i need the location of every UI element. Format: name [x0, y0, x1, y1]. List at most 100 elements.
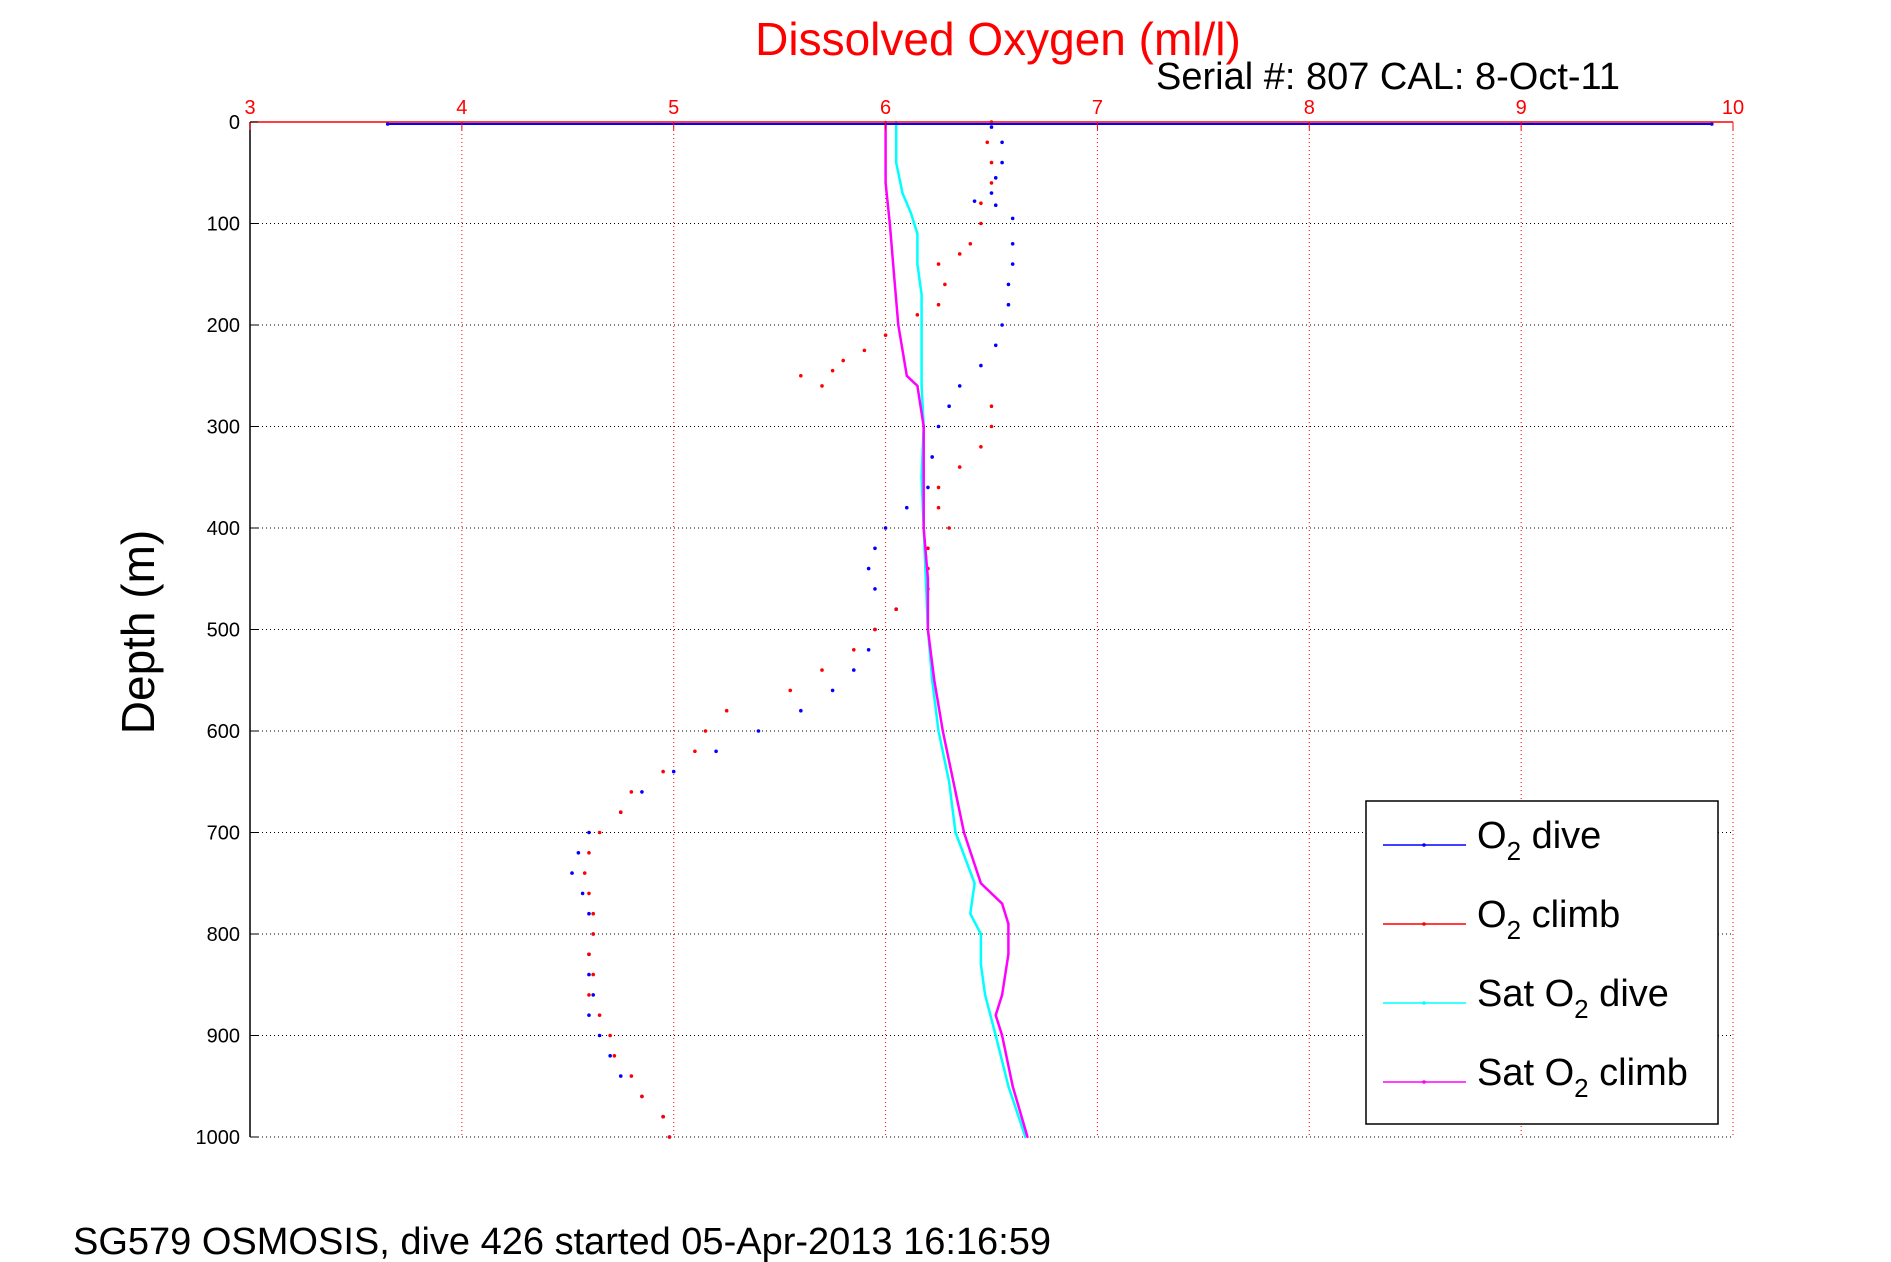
data-point [629, 790, 634, 794]
data-point [920, 323, 923, 327]
data-point [901, 191, 904, 195]
series-sat-o2-climb [884, 120, 1029, 1139]
x-tick-label: 4 [456, 97, 467, 119]
data-point [954, 831, 957, 834]
x-tick-label: 3 [244, 97, 255, 119]
data-point [1026, 1135, 1029, 1139]
data-point [979, 363, 983, 368]
data-point [667, 1135, 672, 1139]
y-tick-label: 500 [207, 620, 240, 642]
legend-label: Sat O2 climb [1477, 1052, 1688, 1103]
data-point [947, 780, 951, 783]
data-point [1007, 953, 1010, 956]
data-point [640, 1094, 644, 1099]
data-point [968, 242, 973, 246]
y-tick-label: 600 [207, 721, 240, 743]
data-point [915, 313, 920, 317]
legend-label: Sat O2 dive [1477, 973, 1669, 1024]
x-tick-label: 8 [1304, 97, 1315, 119]
legend-entry: Sat O2 climb [1383, 1052, 1688, 1103]
data-point [591, 932, 596, 936]
data-point [933, 679, 936, 682]
data-point [936, 505, 941, 510]
data-point [587, 972, 591, 977]
data-point [866, 566, 871, 571]
data-point [799, 708, 803, 713]
data-point [969, 912, 972, 915]
data-point [972, 199, 977, 203]
data-point [916, 384, 919, 388]
data-point [983, 993, 987, 997]
data-point [587, 1013, 591, 1017]
data-point [947, 404, 951, 409]
data-point [936, 302, 941, 307]
data-point [671, 769, 676, 774]
data-point [957, 384, 962, 388]
x-tick-label: 6 [880, 97, 891, 119]
data-point [612, 1054, 617, 1058]
data-point [993, 203, 998, 208]
legend-entry: O2 dive [1383, 815, 1601, 866]
data-point [894, 161, 898, 164]
data-point [989, 160, 994, 165]
data-point [916, 232, 919, 235]
data-point [993, 343, 998, 348]
data-point [989, 424, 994, 429]
data-point [973, 882, 976, 885]
data-point [926, 485, 930, 490]
data-point [884, 181, 887, 185]
data-point [1010, 216, 1015, 221]
data-point [894, 607, 898, 611]
y-tick-label: 700 [207, 823, 240, 845]
data-point [979, 201, 983, 205]
legend-entry: O2 climb [1383, 894, 1620, 945]
data-point [979, 445, 983, 449]
data-point [1000, 140, 1004, 145]
data-point [952, 780, 955, 783]
data-point [892, 273, 896, 276]
data-point [661, 1114, 665, 1119]
legend-label: O2 climb [1477, 894, 1620, 945]
data-point [587, 830, 591, 835]
chart-subtitle: Serial #: 807 CAL: 8-Oct-11 [1156, 56, 1620, 98]
data-point [920, 354, 923, 357]
data-point [1000, 993, 1004, 997]
legend: O2 dive O2 climb Sat O2 dive Sat O2 climb [1365, 800, 1719, 1125]
axes: 3 4 5 6 7 8 9 100100200300400500600700800900100… [196, 97, 1745, 1149]
data-point [724, 708, 729, 713]
data-point [989, 125, 994, 129]
data-point [941, 729, 944, 733]
x-tick-label: 10 [1722, 97, 1744, 119]
data-point [587, 952, 591, 957]
data-point [1000, 902, 1004, 905]
data-point [799, 373, 803, 378]
data-point [1000, 160, 1004, 165]
data-point [640, 790, 644, 794]
data-point [618, 810, 623, 814]
data-point [905, 374, 908, 377]
data-point [830, 688, 835, 693]
data-point [851, 668, 856, 672]
data-point [873, 546, 877, 551]
y-tick-label: 200 [207, 315, 240, 337]
data-point [936, 262, 941, 266]
data-point [587, 891, 591, 896]
data-point [1010, 262, 1015, 266]
data-point [937, 729, 940, 733]
legend-marker [1422, 843, 1426, 847]
data-point [922, 526, 925, 530]
data-point [1007, 1085, 1010, 1088]
data-point [930, 455, 934, 459]
data-point [943, 282, 947, 287]
y-axis-label: Depth (m) [112, 530, 164, 734]
data-point [820, 384, 824, 388]
data-point [830, 368, 835, 373]
series-sat-o2-dive [894, 120, 1027, 1139]
data-point [883, 526, 888, 530]
data-point [1000, 1034, 1004, 1037]
data-point [591, 993, 596, 997]
y-tick-label: 100 [207, 214, 240, 236]
data-point [582, 871, 587, 875]
data-point [920, 293, 923, 296]
